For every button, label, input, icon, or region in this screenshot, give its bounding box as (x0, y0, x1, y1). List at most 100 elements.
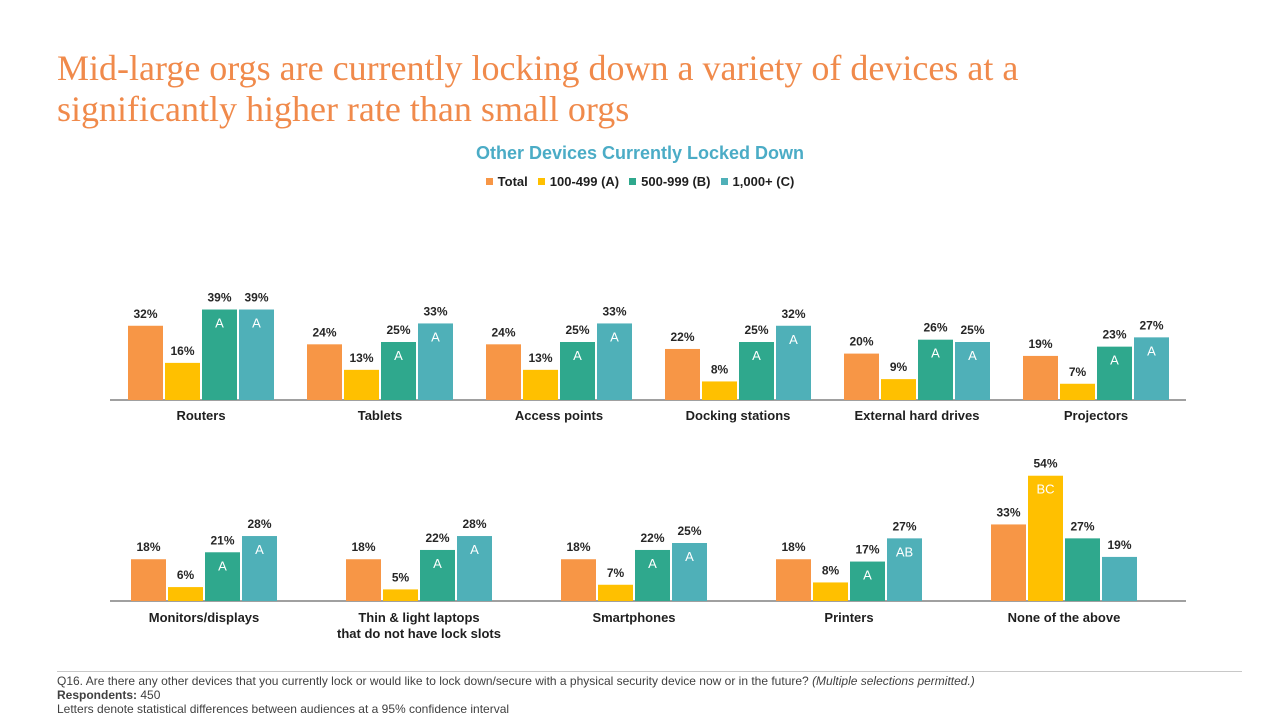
bar-printers-100-499 (813, 582, 848, 601)
significance-letter: A (218, 558, 227, 573)
footer-question: Q16. Are there any other devices that yo… (57, 674, 1242, 688)
data-label: 25% (565, 323, 589, 337)
data-label: 25% (386, 323, 410, 337)
bar-monitors-displays-1000-plus (242, 536, 277, 601)
bar-tablets-1000-plus (418, 323, 453, 400)
significance-letter: A (685, 549, 694, 564)
bar-monitors-displays-100-499 (168, 587, 203, 601)
legend-item-100-499: 100-499 (A) (537, 174, 619, 189)
bar-chart: 32% 16% 39% A 39% A Routers 24% 13% 25% A 33% A Table… (110, 291, 1186, 641)
data-label: 18% (781, 540, 805, 554)
significance-letter: A (610, 329, 619, 344)
bar-projectors-100-499 (1060, 383, 1095, 400)
data-label: 23% (1102, 328, 1126, 342)
data-label: 9% (890, 360, 908, 374)
data-label: 28% (462, 517, 486, 531)
bar-access-points-500-999 (560, 342, 595, 400)
bar-tablets-500-999 (381, 342, 416, 400)
legend-swatch-total (485, 178, 493, 185)
data-label: 39% (207, 291, 231, 305)
category-label: Access points (515, 408, 603, 423)
bar-none-of-the-above-1000-plus (1102, 556, 1137, 601)
data-label: 27% (892, 519, 916, 533)
footer-respondents-value: 450 (140, 688, 161, 702)
data-label: 24% (491, 325, 515, 339)
significance-letter: A (968, 348, 977, 363)
data-label: 18% (351, 540, 375, 554)
bar-external-hard-drives-100-499 (881, 379, 916, 400)
significance-letter: A (433, 556, 442, 571)
bar-thin-light-laptops-that-do-not-have-lock-slots-500-999 (420, 549, 455, 601)
bar-docking-stations-1000-plus (776, 325, 811, 400)
bar-access-points-100-499 (523, 369, 558, 400)
significance-letter: AB (896, 544, 913, 559)
significance-letter: A (648, 556, 657, 571)
bar-smartphones-500-999 (635, 549, 670, 601)
footer-respondents: Respondents: 450 (57, 688, 1242, 702)
data-label: 33% (602, 304, 626, 318)
significance-letter: A (470, 542, 479, 557)
bar-none-of-the-above-100-499 (1028, 475, 1063, 601)
footer-significance-note: Letters denote statistical differences b… (57, 702, 510, 716)
footer-question-text: Q16. Are there any other devices that yo… (57, 674, 809, 688)
bar-monitors-displays-500-999 (205, 552, 240, 601)
data-label: 6% (177, 568, 195, 582)
bar-projectors-500-999 (1097, 346, 1132, 400)
data-label: 39% (244, 291, 268, 305)
significance-letter: A (255, 542, 264, 557)
category-label: External hard drives (855, 408, 980, 423)
category-label: Routers (176, 408, 225, 423)
data-label: 18% (566, 540, 590, 554)
data-label: 7% (1069, 365, 1087, 379)
significance-letter: A (573, 348, 582, 363)
chart-title: Other Devices Currently Locked Down (475, 143, 805, 163)
data-label: 25% (744, 323, 768, 337)
legend-swatch-500-999 (629, 178, 637, 185)
data-label: 22% (425, 531, 449, 545)
data-label: 13% (349, 351, 373, 365)
legend-label-total: Total (497, 174, 528, 189)
data-label: 22% (640, 531, 664, 545)
significance-letter: A (394, 348, 403, 363)
significance-letter: A (789, 332, 798, 347)
category-label: Tablets (358, 408, 403, 423)
chart-legend: Total 100-499 (A) 500-999 (B) 1,000+ (C) (0, 174, 1280, 189)
data-label: 17% (855, 543, 879, 557)
bar-tablets-total (307, 344, 342, 400)
legend-label-500-999: 500-999 (B) (641, 174, 711, 189)
significance-letter: A (1147, 343, 1156, 358)
data-label: 8% (822, 563, 840, 577)
slide-title-line-1: Mid-large orgs are currently locking dow… (57, 48, 1019, 88)
data-label: 32% (781, 307, 805, 321)
bar-projectors-1000-plus (1134, 337, 1169, 400)
slide-title-line-2: significantly higher rate than small org… (57, 89, 630, 129)
data-label: 33% (423, 304, 447, 318)
significance-letter: A (1110, 353, 1119, 368)
data-label: 27% (1139, 318, 1163, 332)
data-label: 16% (170, 344, 194, 358)
legend-item-500-999: 500-999 (B) (629, 174, 711, 189)
data-label: 13% (528, 351, 552, 365)
data-label: 28% (247, 517, 271, 531)
legend-swatch-100-499 (537, 178, 545, 185)
data-label: 8% (711, 362, 729, 376)
bar-access-points-1000-plus (597, 323, 632, 400)
bar-routers-1000-plus (239, 309, 274, 400)
data-label: 54% (1033, 457, 1057, 471)
significance-letter: A (931, 346, 940, 361)
category-label: Projectors (1064, 408, 1128, 423)
significance-letter: A (431, 329, 440, 344)
data-label: 7% (607, 566, 625, 580)
data-label: 18% (136, 540, 160, 554)
category-label: None of the above (1008, 610, 1121, 625)
bar-printers-1000-plus (887, 538, 922, 601)
bar-docking-stations-500-999 (739, 342, 774, 400)
bar-thin-light-laptops-that-do-not-have-lock-slots-1000-plus (457, 536, 492, 601)
data-label: 24% (312, 325, 336, 339)
category-label: Printers (824, 610, 873, 625)
category-label: Docking stations (686, 408, 791, 423)
legend-item-total: Total (485, 174, 528, 189)
data-label: 26% (923, 321, 947, 335)
data-label: 21% (210, 533, 234, 547)
data-label: 27% (1070, 519, 1094, 533)
